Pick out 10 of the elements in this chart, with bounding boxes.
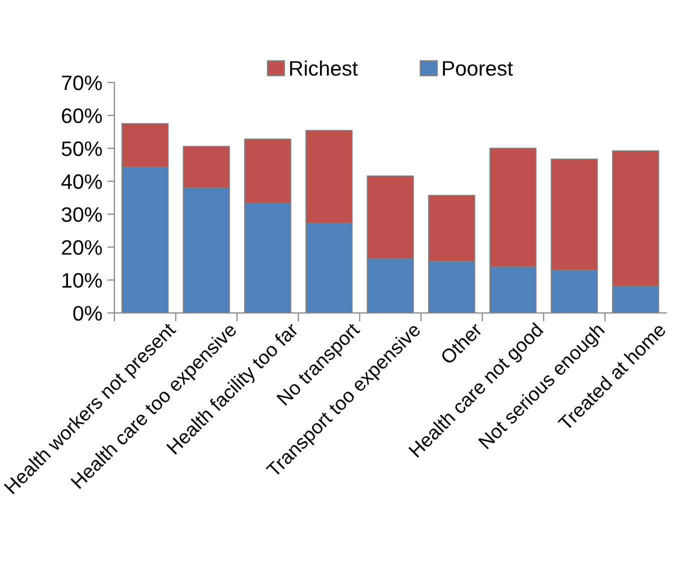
y-tick-label: 70%	[62, 76, 102, 90]
y-tick-label: 30%	[62, 207, 102, 222]
y-tick-label: 0%	[73, 306, 102, 321]
y-tick-label: 40%	[61, 174, 102, 190]
legend-label: Richest	[290, 60, 358, 76]
legend-label: Poorest	[442, 61, 513, 76]
y-tick-label: 20%	[62, 240, 102, 255]
y-tick-label: 50%	[62, 141, 102, 156]
y-tick-label: 10%	[62, 273, 102, 288]
y-tick-label: 60%	[62, 108, 102, 124]
